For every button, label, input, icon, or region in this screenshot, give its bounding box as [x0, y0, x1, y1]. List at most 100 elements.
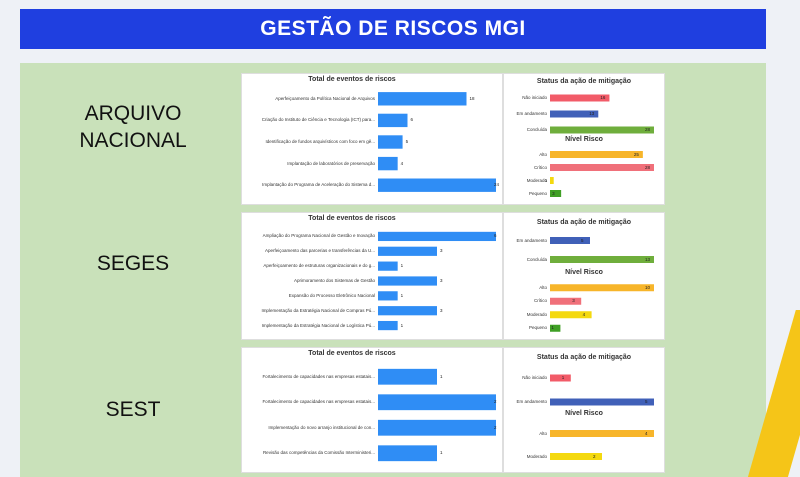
bar	[378, 246, 437, 256]
bar	[378, 113, 408, 128]
category-label: Moderado	[526, 453, 547, 459]
bar	[378, 261, 398, 271]
side-bar-area	[550, 94, 654, 197]
data-label: 3	[440, 248, 443, 254]
row-label-line: SEGES	[96, 252, 170, 275]
chart-title: Total de eventos de riscos	[308, 76, 396, 83]
data-label: 1	[561, 375, 565, 380]
row-label-seges: SEGES	[48, 250, 218, 277]
data-label: 3	[440, 307, 443, 313]
category-label: Aperfeiçoamento das parcerias e transfer…	[264, 248, 375, 254]
data-label: 1	[440, 450, 443, 456]
bar	[550, 324, 561, 332]
data-label: 2	[494, 424, 497, 430]
bar	[378, 291, 398, 301]
bar	[378, 178, 496, 192]
category-label: Criação do Instituto de Ciência e Tecnol…	[261, 117, 375, 123]
category-label: Implementação da Estratégia Nacional de …	[261, 322, 375, 328]
bar	[378, 320, 398, 331]
category-label: Fortalecimento de capacidades nas empres…	[262, 399, 375, 405]
chart-title: Status da ação de mitigação	[536, 219, 632, 226]
chart-title: Nível Risco	[565, 269, 603, 276]
row-label-line: ARQUIVO	[84, 102, 182, 125]
data-label: 1	[400, 292, 404, 298]
category-label: Implementação da Estratégia Nacional de …	[261, 307, 375, 313]
data-label: 13	[589, 111, 595, 116]
bar	[550, 190, 562, 197]
data-label: 6	[494, 233, 497, 239]
bar	[550, 453, 602, 460]
mitigacao-chart-seges: Status da ação de mitigação Em andamento 5…	[503, 212, 665, 340]
bar-area	[378, 92, 496, 192]
bar	[378, 445, 437, 462]
data-label: 2	[593, 453, 596, 459]
category-label: Expansão do Processo Eletrônico Nacional	[288, 292, 375, 298]
mitigacao-chart-sest: Status da ação de mitigação Não iniciado 1…	[503, 347, 665, 473]
data-label: 2	[494, 399, 497, 405]
category-label: Pequeno	[528, 325, 547, 331]
chart-title: Nível Risco	[565, 410, 603, 417]
bar	[378, 368, 437, 385]
row-label-line: NACIONAL	[79, 129, 187, 153]
category-label: Alto	[539, 430, 547, 436]
category-label: Concluída	[526, 256, 547, 262]
data-label: 10	[645, 284, 651, 290]
data-label: 3	[552, 190, 555, 196]
bar	[550, 284, 654, 292]
bar	[550, 297, 582, 305]
data-label: 25	[633, 151, 639, 157]
category-label: Implementação do novo arranjo institucio…	[268, 424, 375, 430]
category-label: Moderado	[526, 311, 547, 317]
category-label: Fortalecimento de capacidades nas empres…	[262, 373, 375, 379]
bar	[550, 256, 654, 263]
bar	[378, 231, 496, 242]
data-label: 5	[581, 237, 584, 243]
data-label: 6	[410, 117, 414, 123]
chart-title: Total de eventos de riscos	[308, 350, 396, 357]
bar	[550, 110, 599, 118]
category-label: Revisão das competências da Comissão Int…	[262, 450, 375, 456]
bar	[550, 398, 654, 406]
category-label: Crítico	[533, 298, 547, 304]
category-label: Alto	[539, 151, 547, 157]
bar-area	[378, 231, 496, 331]
page-title-banner: GESTÃO DE RISCOS MGI	[20, 9, 766, 49]
data-label: 3	[572, 298, 575, 304]
bar	[378, 276, 437, 286]
data-label: 1	[400, 322, 404, 328]
bar	[378, 156, 398, 171]
data-label: 16	[600, 95, 606, 100]
data-label: 4	[645, 430, 648, 436]
data-label: 3	[440, 278, 443, 283]
bar	[550, 430, 654, 437]
total-eventos-chart-seges: Total de eventos de riscos Ampliação do P…	[241, 212, 503, 340]
data-label: 28	[645, 164, 651, 170]
bar	[550, 311, 592, 319]
data-label: 13	[645, 256, 651, 262]
data-label: 1	[551, 325, 554, 331]
data-label: 1	[400, 263, 404, 269]
category-label: Não iniciado	[522, 375, 547, 380]
bar	[550, 177, 554, 184]
bar	[378, 306, 437, 316]
row-label-sest: SEST	[48, 396, 218, 423]
bar	[378, 419, 496, 436]
category-label: Ampliação do Programa Nacional de Gestão…	[262, 233, 375, 239]
bar	[550, 94, 610, 102]
data-label: 28	[645, 127, 651, 132]
bar	[550, 164, 654, 171]
data-label: 5	[405, 139, 409, 144]
data-label: 18	[469, 95, 475, 101]
bar-area	[378, 368, 496, 462]
bar	[550, 126, 654, 134]
category-label: Em andamento	[516, 111, 547, 116]
category-label: Identificação de fundos arquivísticos co…	[265, 139, 375, 144]
page-title: GESTÃO DE RISCOS MGI	[260, 17, 526, 40]
category-label: Moderado	[526, 177, 547, 183]
bar	[378, 135, 403, 149]
category-label: Pequeno	[528, 190, 547, 196]
category-label: Não iniciado	[522, 95, 547, 100]
category-label: Em andamento	[516, 399, 547, 404]
bar	[550, 151, 643, 158]
data-label: 1	[440, 373, 443, 379]
